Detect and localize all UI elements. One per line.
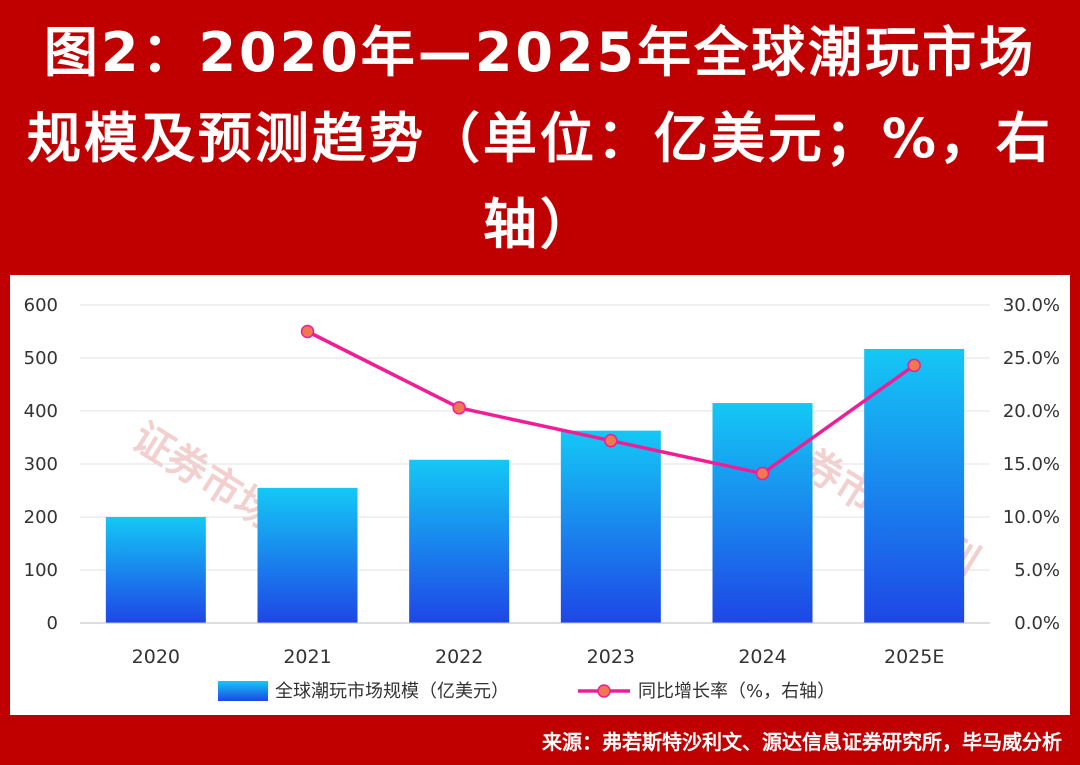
legend-label-bar: 全球潮玩市场规模（亿美元） xyxy=(275,681,509,702)
axes: 0 100 200 300 400 500 600 0.0% 5.0% 10.0% 15.0% 20.… xyxy=(24,295,1060,668)
line-series xyxy=(300,324,921,481)
gridlines xyxy=(80,304,990,624)
y-left-tick-label: 400 xyxy=(24,401,58,422)
growth-point xyxy=(755,466,770,481)
y-right-tick-label: 20.0% xyxy=(1003,401,1060,422)
source-note: 来源：弗若斯特沙利文、源达信息证券研究所，毕马威分析 xyxy=(542,730,1062,754)
legend: 全球潮玩市场规模（亿美元） 同比增长率（%，右轴） xyxy=(218,681,835,702)
growth-point xyxy=(604,433,618,448)
legend-swatch-bar xyxy=(218,681,268,701)
y-left-tick-label: 0 xyxy=(47,613,58,634)
legend-swatch-marker xyxy=(597,684,611,698)
y-right-tick-label: 10.0% xyxy=(1003,507,1060,528)
bar xyxy=(105,517,206,623)
y-left-tick-label: 300 xyxy=(24,454,58,475)
chart-title: 图2：2020年—2025年全球潮玩市场规模及预测趋势（单位：亿美元；%，右轴） xyxy=(26,21,1054,256)
bar-series xyxy=(105,348,965,623)
bar xyxy=(257,487,358,623)
y-left-tick-label: 500 xyxy=(24,348,58,369)
y-right-tick-label: 15.0% xyxy=(1003,454,1060,475)
y-left-tick-label: 600 xyxy=(24,295,58,316)
bar xyxy=(864,348,965,623)
x-tick-label: 2022 xyxy=(435,646,483,668)
x-tick-label: 2023 xyxy=(587,646,635,668)
y-right-tick-label: 30.0% xyxy=(1003,295,1060,316)
y-right-tick-label: 25.0% xyxy=(1003,348,1060,369)
x-tick-label: 2024 xyxy=(738,646,786,668)
bar xyxy=(560,430,661,623)
x-tick-label: 2025E xyxy=(884,646,944,668)
y-right-tick-label: 5.0% xyxy=(1014,560,1060,581)
bar xyxy=(712,403,813,623)
x-tick-label: 2020 xyxy=(132,646,180,668)
legend-label-line: 同比增长率（%，右轴） xyxy=(638,681,835,702)
y-left-tick-label: 200 xyxy=(24,507,58,528)
chart-svg: 0 100 200 300 400 500 600 0.0% 5.0% 10.0% 15.0% 20.… xyxy=(24,295,1060,702)
y-right-tick-label: 0.0% xyxy=(1014,613,1060,634)
bar xyxy=(409,459,510,623)
growth-point xyxy=(300,324,315,339)
growth-point xyxy=(907,358,921,373)
y-left-tick-label: 100 xyxy=(24,560,58,581)
x-tick-label: 2021 xyxy=(283,646,331,668)
chart-panel: 证券市场周刊 证券市场周刊 01002003004005006000.0%5.0… xyxy=(10,275,1070,715)
growth-point xyxy=(452,401,466,415)
